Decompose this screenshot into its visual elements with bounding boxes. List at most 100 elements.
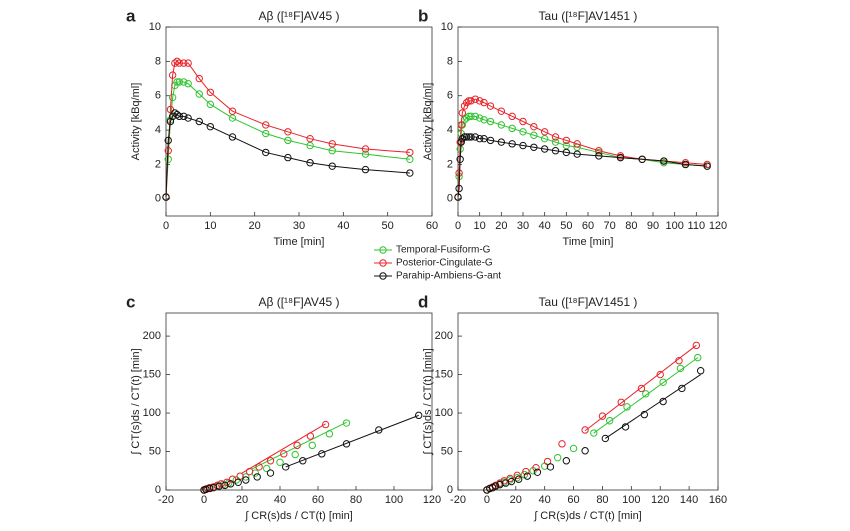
data-point <box>325 430 334 438</box>
panel-letter: a <box>126 6 136 25</box>
data-point <box>551 138 560 146</box>
y-tick-label: 10 <box>441 21 453 33</box>
data-point <box>562 136 571 145</box>
x-axis-label: ∫ CR(s)ds / CT(t) [min] <box>533 510 642 522</box>
plot-frame <box>457 26 719 217</box>
data-point <box>617 398 625 406</box>
data-point <box>215 482 223 490</box>
x-tick-label: 20 <box>236 494 248 506</box>
x-tick-label: 120 <box>651 494 669 506</box>
data-point <box>242 476 250 484</box>
x-tick-label: 120 <box>709 220 727 232</box>
data-point <box>480 116 488 124</box>
x-tick-label: 60 <box>426 220 438 232</box>
x-tick-label: 20 <box>510 494 522 506</box>
y-tick-label: 8 <box>155 55 161 67</box>
x-tick-label: 120 <box>423 494 441 506</box>
data-point <box>569 444 578 453</box>
data-point <box>480 98 488 107</box>
x-tick-label: 100 <box>385 494 403 506</box>
fit-line <box>593 357 699 434</box>
data-point <box>471 112 480 121</box>
x-tick-label: 60 <box>312 494 324 506</box>
data-point <box>475 97 484 105</box>
data-point <box>540 128 549 136</box>
x-tick-label: -20 <box>450 494 466 506</box>
data-point <box>308 441 316 450</box>
data-point <box>522 467 530 476</box>
data-point <box>455 184 463 193</box>
data-point <box>659 378 667 386</box>
data-point <box>462 98 471 107</box>
y-tick-label: 0 <box>155 193 161 205</box>
fit-line <box>241 423 326 474</box>
data-point <box>508 124 516 133</box>
data-point <box>226 480 235 488</box>
data-point <box>245 467 254 476</box>
data-point <box>532 463 540 472</box>
data-point <box>540 145 549 153</box>
data-point <box>262 148 270 157</box>
x-tick-label: 0 <box>484 494 490 506</box>
data-point <box>467 133 475 141</box>
x-tick-label: 40 <box>274 494 286 506</box>
data-point <box>195 90 203 98</box>
data-point <box>276 458 284 466</box>
data-point <box>507 477 516 486</box>
chart-title: Tau ([¹⁸F]AV1451 ) <box>539 9 638 23</box>
data-point <box>659 397 667 406</box>
x-axis-label: Time [min] <box>274 236 325 248</box>
data-point <box>253 473 261 481</box>
x-tick-label: 100 <box>622 494 640 506</box>
data-point <box>465 97 473 105</box>
x-tick-label: 10 <box>204 220 216 232</box>
fit-line <box>584 344 697 432</box>
data-point <box>321 420 330 429</box>
legend-marker <box>379 259 387 267</box>
data-point <box>590 429 598 437</box>
x-tick-label: 30 <box>293 220 305 232</box>
x-tick-label: 70 <box>604 220 616 232</box>
y-tick-label: 2 <box>447 158 453 170</box>
x-tick-label: 50 <box>382 220 394 232</box>
data-point <box>266 469 275 477</box>
data-point <box>232 476 241 484</box>
data-point <box>598 412 607 420</box>
y-tick-label: 4 <box>447 124 453 136</box>
data-point <box>328 140 336 148</box>
data-point <box>184 80 192 88</box>
data-point <box>660 157 668 165</box>
data-point <box>164 136 172 145</box>
y-tick-label: 100 <box>435 407 453 419</box>
data-point <box>456 155 464 164</box>
data-point <box>546 463 555 471</box>
data-point <box>282 463 290 471</box>
data-point <box>168 93 177 102</box>
y-tick-label: 0 <box>447 193 453 205</box>
plot-frame <box>165 26 433 217</box>
data-point <box>486 117 495 126</box>
series-line <box>165 81 410 198</box>
chart-title: Aβ ([¹⁸F]AV45 ) <box>258 9 339 23</box>
data-point <box>415 411 423 420</box>
fit-line <box>285 414 419 468</box>
data-point <box>694 353 702 362</box>
data-point <box>173 57 181 66</box>
data-point <box>681 160 690 169</box>
data-point <box>696 367 705 375</box>
chart-title: Aβ ([¹⁸F]AV45 ) <box>258 295 339 309</box>
data-point <box>581 447 589 455</box>
data-point <box>175 78 184 86</box>
data-point <box>508 140 516 148</box>
data-point <box>262 129 270 138</box>
data-point <box>206 122 215 131</box>
data-point <box>467 112 475 121</box>
series-line <box>457 115 708 198</box>
fit-line <box>605 374 701 439</box>
data-point <box>458 109 467 117</box>
data-point <box>533 468 542 476</box>
data-point <box>530 122 538 131</box>
x-tick-label: 80 <box>596 494 608 506</box>
data-point <box>462 133 471 141</box>
series-line <box>457 136 708 198</box>
